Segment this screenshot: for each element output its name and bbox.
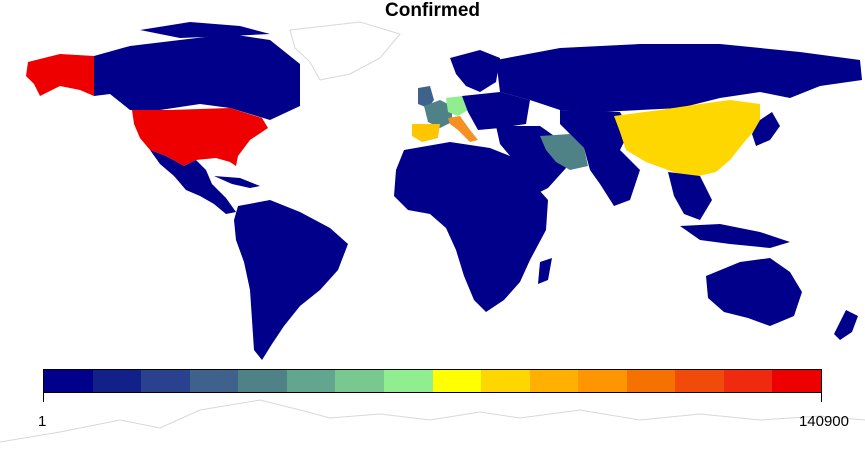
region-madagascar (538, 258, 552, 284)
region-germany (446, 96, 468, 116)
region-france (424, 100, 452, 128)
legend-tick-min (43, 393, 44, 402)
legend-swatch-9 (432, 370, 482, 392)
region-scandinavia (450, 50, 500, 92)
legend-swatch-12 (578, 370, 627, 392)
region-italy (448, 116, 478, 142)
legend-min-label: 1 (38, 413, 47, 430)
legend-swatch-3 (141, 370, 190, 392)
region-russia (496, 44, 862, 112)
region-new-zealand (834, 310, 858, 340)
legend-tick-max (821, 393, 822, 402)
legend-swatch-7 (335, 370, 384, 392)
region-spain (412, 124, 440, 142)
greenland-outline (289, 21, 401, 81)
legend-swatch-1 (44, 370, 93, 392)
region-africa (394, 142, 548, 312)
region-south-america (234, 200, 348, 360)
antarctica-outline (0, 399, 865, 443)
legend-swatch-10 (481, 370, 530, 392)
color-scale-legend (43, 369, 822, 393)
legend-swatch-6 (286, 370, 336, 392)
region-caribbean (214, 176, 260, 188)
region-japan (752, 112, 780, 146)
legend-swatch-5 (238, 370, 287, 392)
region-central-south-asia (560, 110, 640, 206)
region-usa (132, 108, 268, 166)
region-china (614, 100, 760, 178)
legend-swatch-2 (92, 370, 142, 392)
region-uk (418, 86, 434, 108)
region-mexico-central-america (150, 150, 236, 214)
legend-swatch-11 (529, 370, 579, 392)
region-indonesia (680, 224, 790, 248)
legend-swatch-14 (675, 370, 724, 392)
legend-swatch-15 (723, 370, 773, 392)
map-title: Confirmed (385, 0, 480, 21)
region-iran (540, 134, 588, 170)
region-canada (94, 34, 300, 120)
legend-swatch-16 (772, 370, 821, 392)
legend-swatch-4 (189, 370, 239, 392)
region-southeast-asia (668, 172, 712, 220)
region-eastern-europe (462, 92, 530, 130)
region-alaska (26, 54, 94, 96)
legend-swatch-8 (383, 370, 433, 392)
legend-max-label: 140900 (798, 413, 849, 430)
legend-swatch-13 (626, 370, 676, 392)
region-arctic-islands (140, 22, 270, 38)
region-australia (706, 258, 802, 326)
